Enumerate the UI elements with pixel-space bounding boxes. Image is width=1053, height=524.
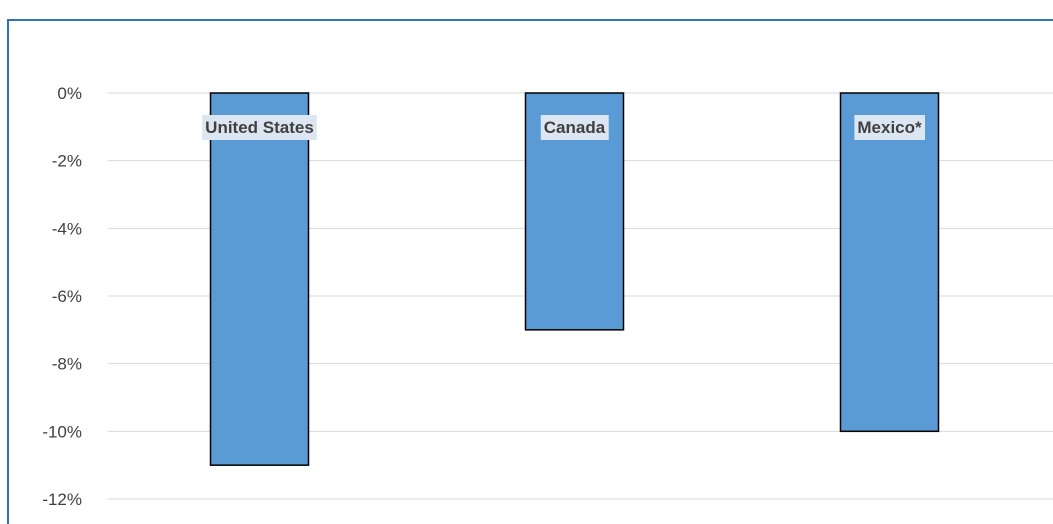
category-label-text: Canada (544, 118, 606, 137)
y-tick-label: -10% (42, 422, 82, 441)
bar-mexico (841, 93, 939, 431)
y-tick-label: 0% (57, 84, 82, 103)
cropped-title-strip (0, 0, 600, 7)
category-label: Canada (541, 115, 609, 140)
y-tick-label: -2% (52, 152, 82, 171)
y-tick-label: -4% (52, 219, 82, 238)
y-tick-label: -6% (52, 287, 82, 306)
bar-united-states (211, 93, 309, 465)
category-label-text: Mexico* (857, 118, 922, 137)
category-label: Mexico* (854, 115, 925, 140)
y-tick-label: -8% (52, 355, 82, 374)
category-label-text: United States (205, 118, 314, 137)
category-label: United States (202, 115, 317, 140)
y-tick-label: -12% (42, 490, 82, 509)
